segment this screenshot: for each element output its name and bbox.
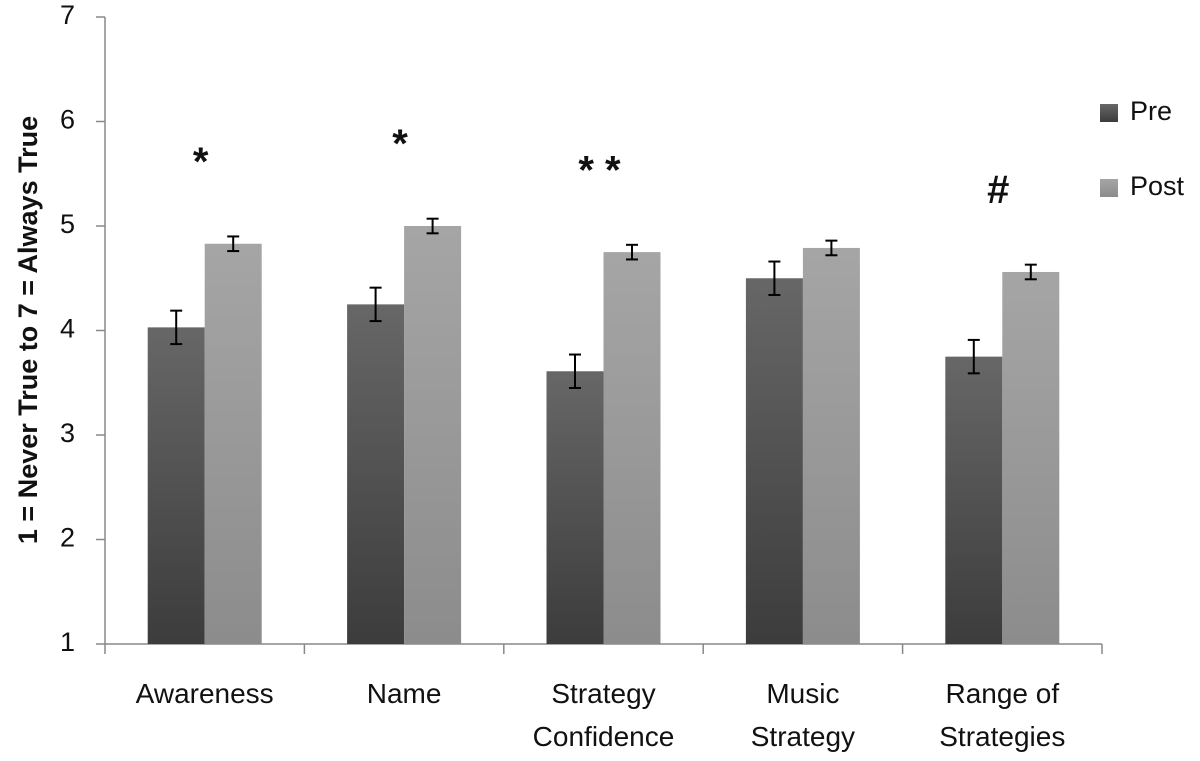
significance-marker: * (193, 140, 209, 184)
error-bar (967, 338, 980, 375)
bar (147, 327, 205, 644)
legend-label: Post (1130, 171, 1185, 201)
y-tick-label: 7 (60, 0, 75, 30)
x-tick-label: Music Strategy (750, 678, 856, 752)
legend-label: Pre (1130, 96, 1172, 126)
error-bar (569, 353, 581, 389)
y-tick-label: 6 (60, 105, 75, 135)
legend-swatch (1100, 104, 1118, 122)
y-tick-label: 4 (60, 314, 75, 344)
bar (204, 243, 262, 644)
error-bar (170, 309, 183, 346)
legend-swatch (1100, 179, 1118, 197)
significance-marker: * * (578, 148, 621, 192)
y-axis-label: 1 = Never True to 7 = Always True (13, 116, 43, 544)
error-bar (426, 217, 439, 235)
y-tick-label: 5 (60, 209, 75, 239)
significance-marker: * (392, 122, 408, 166)
bar (1002, 271, 1060, 644)
bar (745, 278, 803, 644)
bar (404, 226, 462, 644)
error-bar (1024, 263, 1037, 281)
error-bar (227, 235, 240, 253)
bar (546, 371, 604, 644)
error-bar (626, 243, 638, 261)
bar (945, 356, 1003, 644)
error-bar (768, 260, 781, 296)
x-tick-label: Strategy Confidence (532, 678, 675, 752)
y-tick-label: 2 (60, 523, 75, 553)
x-tick-label: Range of Strategies (939, 678, 1066, 752)
y-tick-label: 1 (60, 627, 75, 657)
error-bar (825, 239, 838, 257)
significance-marker: # (987, 168, 1009, 212)
x-tick-label: Awareness (135, 678, 274, 709)
y-tick-label: 3 (60, 418, 75, 448)
bar (347, 304, 405, 644)
x-tick-label: Name (366, 678, 442, 709)
error-bar (369, 286, 382, 323)
bar (802, 247, 860, 644)
bar (603, 252, 661, 644)
